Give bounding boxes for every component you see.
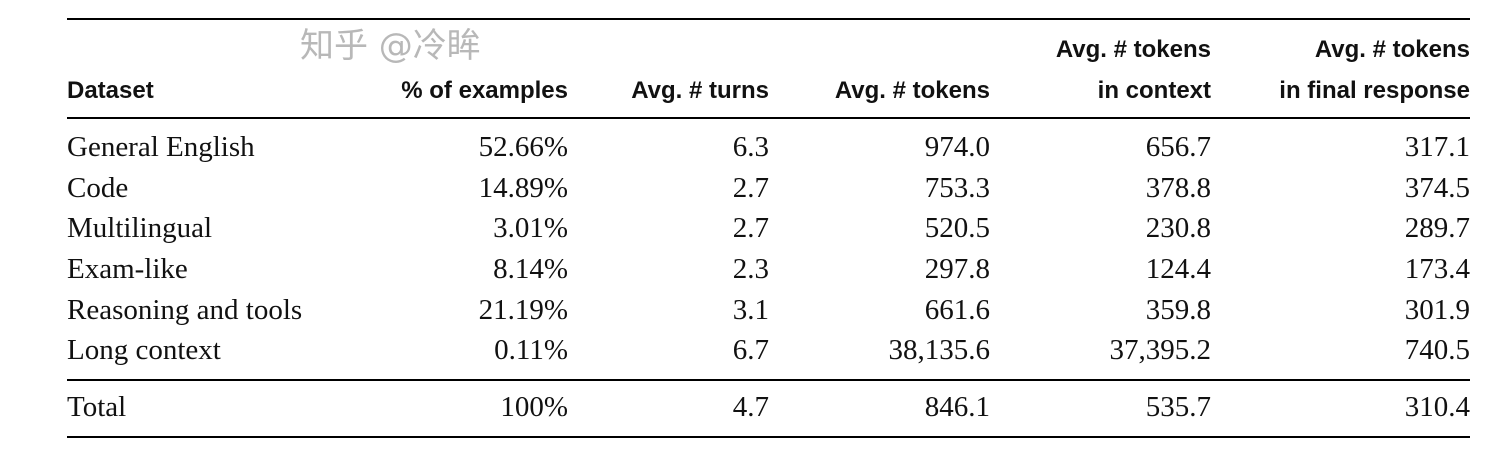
table-cell: 289.7	[1404, 212, 1470, 244]
row-label: Long context	[67, 334, 221, 366]
table-cell: 0.11%	[494, 334, 568, 366]
table-cell: 661.6	[924, 294, 990, 326]
table-cell: 656.7	[1145, 131, 1211, 163]
table-cell: 21.19%	[478, 294, 568, 326]
column-header: in final response	[1279, 77, 1470, 104]
table-cell: 8.14%	[493, 253, 568, 285]
table-cell: 6.3	[732, 131, 769, 163]
table-cell: 359.8	[1145, 294, 1211, 326]
table-cell: 974.0	[924, 131, 990, 163]
table-cell: 14.89%	[478, 172, 568, 204]
table-cell: 52.66%	[478, 131, 568, 163]
total-cell: 310.4	[1404, 391, 1470, 423]
row-label: Reasoning and tools	[67, 294, 303, 326]
column-header: Avg. # tokens	[1314, 36, 1470, 63]
column-header: Avg. # tokens	[1055, 36, 1211, 63]
column-header: Dataset	[67, 77, 154, 104]
row-label: Code	[67, 172, 129, 204]
table-cell: 3.1	[732, 294, 769, 326]
table-cell: 520.5	[924, 212, 990, 244]
table-cell: 37,395.2	[1109, 334, 1212, 366]
table-cell: 740.5	[1404, 334, 1470, 366]
total-cell: 100%	[500, 391, 568, 423]
table-cell: 753.3	[924, 172, 990, 204]
column-header: Avg. # turns	[631, 77, 769, 104]
table-cell: 374.5	[1404, 172, 1470, 204]
table-cell: 3.01%	[493, 212, 568, 244]
row-label: Multilingual	[67, 212, 212, 244]
table-cell: 124.4	[1145, 253, 1211, 285]
column-header: in context	[1097, 77, 1211, 104]
table-cell: 2.7	[732, 172, 769, 204]
row-label: General English	[67, 131, 255, 163]
total-label: Total	[67, 391, 127, 423]
header-rule	[67, 117, 1470, 119]
watermark: 知乎 @冷眸	[300, 26, 481, 66]
top-rule	[67, 18, 1470, 20]
total-cell: 846.1	[924, 391, 990, 423]
row-label: Exam-like	[67, 253, 188, 285]
table-cell: 2.3	[732, 253, 769, 285]
total-rule	[67, 379, 1470, 381]
total-cell: 4.7	[732, 391, 769, 423]
bottom-rule	[67, 436, 1470, 438]
table-cell: 38,135.6	[888, 334, 991, 366]
table-cell: 230.8	[1145, 212, 1211, 244]
total-cell: 535.7	[1145, 391, 1211, 423]
column-header: Avg. # tokens	[834, 77, 990, 104]
table-cell: 378.8	[1145, 172, 1211, 204]
table-cell: 301.9	[1404, 294, 1470, 326]
table-cell: 2.7	[732, 212, 769, 244]
table-cell: 297.8	[924, 253, 990, 285]
table-cell: 317.1	[1404, 131, 1470, 163]
table-cell: 6.7	[732, 334, 769, 366]
column-header: % of examples	[401, 77, 568, 104]
table-cell: 173.4	[1404, 253, 1470, 285]
